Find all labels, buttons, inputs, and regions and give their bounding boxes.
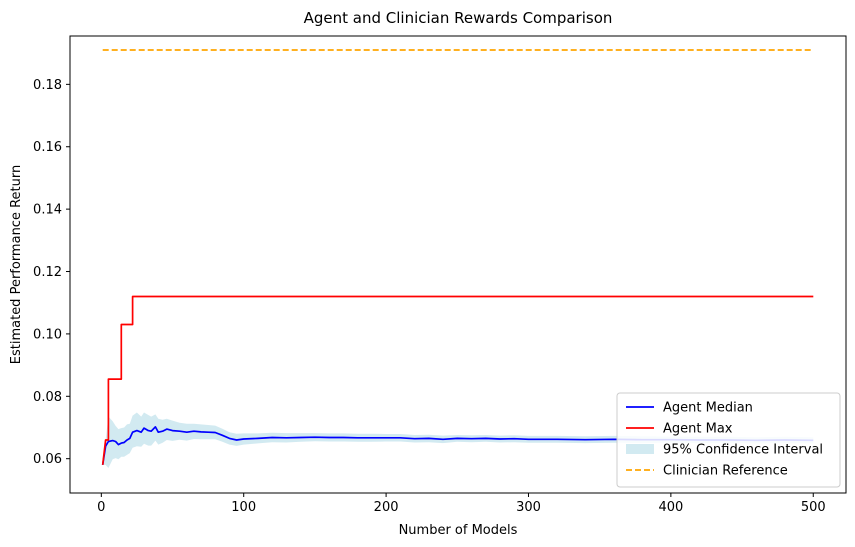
legend-label: Agent Max bbox=[663, 422, 733, 437]
series-95-confidence-interval bbox=[102, 412, 814, 468]
x-tick-label: 100 bbox=[231, 500, 256, 515]
x-tick-label: 400 bbox=[658, 500, 683, 515]
x-tick-label: 200 bbox=[374, 500, 399, 515]
legend: Agent Median Agent Max 95% Confidence Inte… bbox=[616, 392, 841, 488]
y-tick-label: 0.12 bbox=[33, 265, 62, 280]
legend-label: Agent Median bbox=[663, 401, 753, 416]
y-tick-label: 0.18 bbox=[33, 78, 62, 93]
y-tick-label: 0.06 bbox=[33, 452, 62, 467]
x-tick-label: 0 bbox=[97, 500, 105, 515]
ticks: 0 100 200 300 400 500 0.06 0.08 0.10 0.12 0.14 0.16… bbox=[33, 78, 826, 515]
x-tick-label: 300 bbox=[516, 500, 541, 515]
y-tick-label: 0.08 bbox=[33, 390, 62, 405]
axes-frame bbox=[69, 35, 847, 494]
axes bbox=[69, 35, 847, 494]
series-agent-median bbox=[101, 426, 814, 466]
legend-swatch bbox=[626, 444, 654, 454]
series-layer bbox=[101, 49, 814, 466]
y-tick-label: 0.16 bbox=[33, 140, 62, 155]
x-axis-label: Number of Models bbox=[399, 523, 518, 538]
y-tick-label: 0.10 bbox=[33, 327, 62, 342]
legend-label: Clinician Reference bbox=[663, 464, 788, 479]
chart-title: Agent and Clinician Rewards Comparison bbox=[304, 9, 613, 27]
y-tick-label: 0.14 bbox=[33, 203, 62, 218]
confidence-band-layer bbox=[102, 412, 814, 468]
series-agent-max bbox=[101, 295, 814, 465]
legend-label: 95% Confidence Interval bbox=[663, 443, 823, 458]
legend-box bbox=[616, 392, 841, 488]
y-axis-label: Estimated Performance Return bbox=[9, 165, 24, 364]
x-tick-label: 500 bbox=[801, 500, 826, 515]
